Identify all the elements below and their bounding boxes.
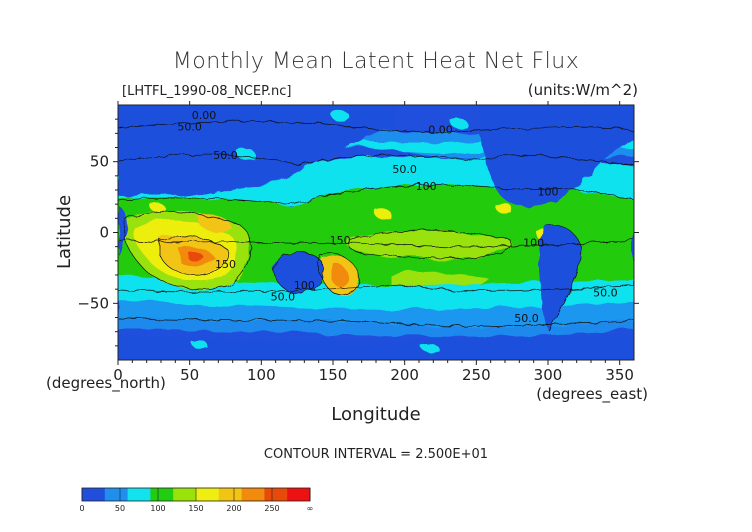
chart-title: Monthly Mean Latent Heat Net Flux <box>173 49 580 74</box>
contour-label: 0.00 <box>192 109 217 122</box>
y-tick-label: 50 <box>90 153 109 171</box>
x-tick-label: 200 <box>390 366 419 384</box>
colorbar-swatch <box>173 488 197 501</box>
colorbar-label: ∞ <box>307 504 314 513</box>
colorbar-label: 100 <box>150 504 165 513</box>
y-tick-label: −50 <box>77 294 109 312</box>
contour-interval: CONTOUR INTERVAL = 2.500E+01 <box>264 447 488 462</box>
x-tick-label: 100 <box>247 366 276 384</box>
colorbar-swatch <box>196 488 220 501</box>
colorbar-swatch <box>218 488 243 501</box>
contour-label: 150 <box>215 258 236 271</box>
colorbar-label: 50 <box>115 504 125 513</box>
colorbar-swatch <box>264 488 288 501</box>
colorbar-label: 200 <box>226 504 241 513</box>
y-unit-label: (degrees_north) <box>46 374 166 393</box>
contour-label: 50.0 <box>271 291 296 304</box>
contour-label: 100 <box>294 279 315 292</box>
x-tick-label: 350 <box>605 366 634 384</box>
x-tick-label: 50 <box>180 366 199 384</box>
file-label: [LHTFL_1990-08_NCEP.nc] <box>122 84 292 99</box>
x-axis-label: Longitude <box>331 404 421 425</box>
contour-label: 50.0 <box>177 121 202 134</box>
contour-label: 50.0 <box>213 149 238 162</box>
contour-label: 0.00 <box>428 123 453 136</box>
colorbar-swatch <box>82 488 106 501</box>
colorbar-swatch <box>150 488 174 501</box>
y-axis: 50 0 −50 <box>77 118 639 347</box>
contour-label: 100 <box>523 237 544 250</box>
colorbar-label: 0 <box>79 504 84 513</box>
colorbar-label: 250 <box>264 504 279 513</box>
x-unit-label: (degrees_east) <box>536 385 648 404</box>
contour-lines <box>118 121 634 331</box>
colorbar-swatch <box>104 488 129 501</box>
contour-label: 150 <box>330 234 351 247</box>
x-tick-label: 150 <box>319 366 348 384</box>
units-label: (units:W/m^2) <box>528 81 638 99</box>
colorbar-swatch <box>241 488 265 501</box>
y-axis-label: Latitude <box>54 195 75 269</box>
contour-label: 100 <box>538 186 559 199</box>
colorbar-swatch <box>127 488 151 501</box>
contour-label: 100 <box>416 180 437 193</box>
x-tick-label: 0 <box>113 366 123 384</box>
x-axis: 0 50 100 150 200 250 300 350 <box>113 101 634 384</box>
contour-label: 50.0 <box>593 286 618 299</box>
y-tick-label: 0 <box>99 224 109 242</box>
contour-label: 50.0 <box>514 312 539 325</box>
contour-label: 50.0 <box>392 163 417 176</box>
colorbar: 0 50 100 150 200 250 ∞ <box>79 487 314 513</box>
landmasses <box>118 105 634 360</box>
x-tick-label: 250 <box>462 366 491 384</box>
colorbar-label: 150 <box>188 504 203 513</box>
x-tick-label: 300 <box>534 366 563 384</box>
colorbar-swatch <box>287 488 311 501</box>
